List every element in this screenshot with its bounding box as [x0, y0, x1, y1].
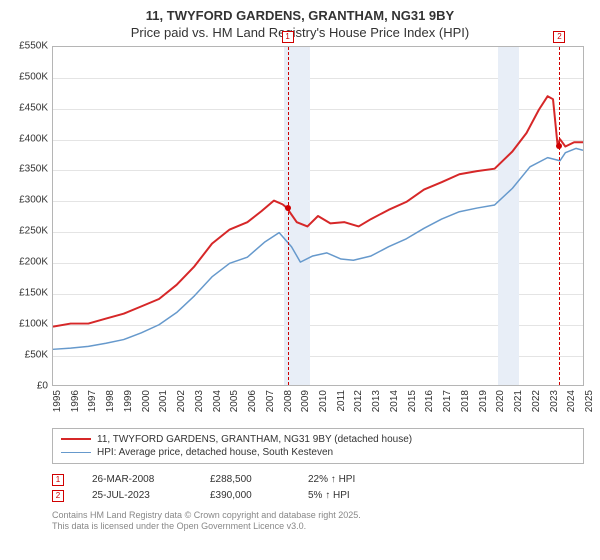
copyright: Contains HM Land Registry data © Crown c… — [52, 510, 590, 532]
marker-date: 25-JUL-2023 — [92, 490, 182, 501]
marker-row: 1 26-MAR-2008 £288,500 22% ↑ HPI — [52, 472, 584, 488]
legend-swatch — [61, 438, 91, 440]
marker-row: 2 25-JUL-2023 £390,000 5% ↑ HPI — [52, 488, 584, 504]
chart-plot-area: 12 — [52, 46, 584, 386]
marker-date: 26-MAR-2008 — [92, 474, 182, 485]
marker-table: 1 26-MAR-2008 £288,500 22% ↑ HPI 2 25-JU… — [52, 472, 584, 504]
title-line-2: Price paid vs. HM Land Registry's House … — [10, 25, 590, 42]
legend-label: HPI: Average price, detached house, Sout… — [97, 447, 333, 458]
legend-swatch — [61, 452, 91, 454]
chart-title: 11, TWYFORD GARDENS, GRANTHAM, NG31 9BY … — [10, 8, 590, 42]
marker-price: £390,000 — [210, 490, 280, 501]
marker-price: £288,500 — [210, 474, 280, 485]
copyright-line-2: This data is licensed under the Open Gov… — [52, 521, 590, 532]
title-line-1: 11, TWYFORD GARDENS, GRANTHAM, NG31 9BY — [10, 8, 590, 25]
copyright-line-1: Contains HM Land Registry data © Crown c… — [52, 510, 590, 521]
legend-item: HPI: Average price, detached house, Sout… — [61, 446, 575, 459]
marker-id-box: 1 — [52, 474, 64, 486]
x-axis: 1995199619971998199920002001200220032004… — [52, 386, 584, 426]
marker-pct: 22% ↑ HPI — [308, 474, 398, 485]
legend: 11, TWYFORD GARDENS, GRANTHAM, NG31 9BY … — [52, 428, 584, 464]
marker-id-box: 2 — [52, 490, 64, 502]
legend-label: 11, TWYFORD GARDENS, GRANTHAM, NG31 9BY … — [97, 434, 412, 445]
legend-item: 11, TWYFORD GARDENS, GRANTHAM, NG31 9BY … — [61, 433, 575, 446]
marker-pct: 5% ↑ HPI — [308, 490, 398, 501]
y-axis: £0£50K£100K£150K£200K£250K£300K£350K£400… — [10, 46, 52, 386]
